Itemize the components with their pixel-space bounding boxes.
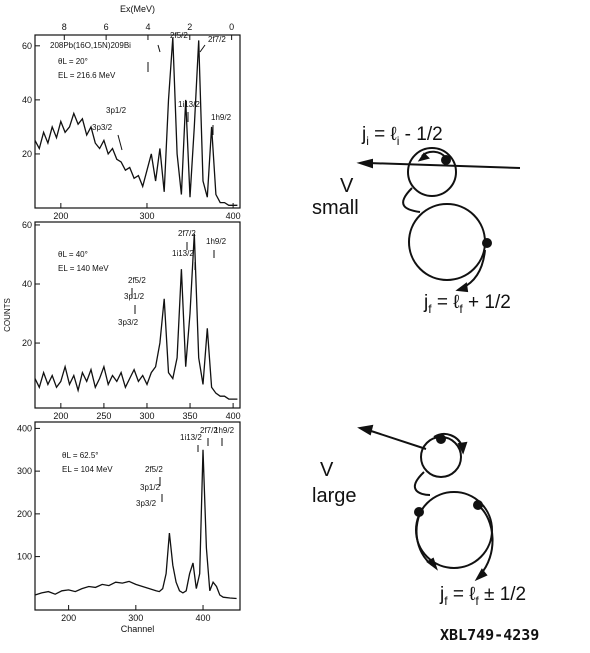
eq-part: j: [361, 124, 366, 145]
label: small: [312, 197, 359, 219]
x-tick-label: 300: [139, 411, 154, 421]
equation: jf = ℓf + 1/2: [423, 292, 511, 316]
annotation: EL = 140 MeV: [58, 264, 109, 273]
x-tick-label: 250: [96, 411, 111, 421]
eq-part: ± 1/2: [479, 584, 526, 605]
eq-part: j: [439, 584, 444, 605]
y-tick-label: 20: [22, 338, 32, 348]
x-tick-label: 400: [226, 211, 241, 221]
x2-tick-label: 4: [145, 22, 150, 32]
y-tick-label: 20: [22, 149, 32, 159]
eq-part: = ℓ: [369, 124, 397, 145]
x-tick-label: 350: [183, 411, 198, 421]
x-tick-label: 200: [61, 613, 76, 623]
eq-part: i: [397, 134, 400, 148]
annotation: EL = 104 MeV: [62, 465, 113, 474]
plot-frame: [34, 221, 241, 409]
annotation: 1h9/2: [211, 113, 232, 122]
x2-tick-label: 6: [104, 22, 109, 32]
annotation: 3p1/2: [124, 292, 145, 301]
eq-part: f: [428, 302, 432, 316]
eq-part: f: [444, 594, 448, 608]
x-axis-label: Channel: [121, 624, 155, 634]
annotation: 1i13/2: [180, 433, 202, 442]
annotation: 3p1/2: [140, 483, 161, 492]
y-axis-label: COUNTS: [3, 298, 12, 332]
annotation: θL = 20°: [58, 57, 88, 66]
annotation: 2f7/2: [208, 35, 226, 44]
y-tick-label: 40: [22, 279, 32, 289]
y-tick-label: 100: [17, 552, 32, 562]
annotation: 3p3/2: [92, 123, 113, 132]
annotation: 2f5/2: [128, 276, 146, 285]
x-tick-label: 300: [139, 211, 154, 221]
x2-tick-label: 2: [187, 22, 192, 32]
plot-frame: [34, 34, 241, 209]
x2-tick-label: 8: [62, 22, 67, 32]
annotation: 208Pb(16O,15N)209Bi: [50, 41, 131, 50]
x-tick-label: 200: [53, 211, 68, 221]
annotation: 2f5/2: [145, 465, 163, 474]
annotation: 1h9/2: [206, 237, 227, 246]
spectrum-line: [34, 37, 238, 206]
eq-part: - 1/2: [399, 124, 442, 145]
x-tick-label: 400: [196, 613, 211, 623]
annotation: 3p1/2: [106, 106, 127, 115]
diagram-shapes: [356, 147, 521, 582]
x-tick-label: 200: [53, 411, 68, 421]
annotation: θL = 62.5°: [62, 451, 99, 460]
eq-part: j: [423, 292, 428, 313]
label: large: [312, 485, 356, 507]
eq-part: + 1/2: [463, 292, 511, 313]
spectrum-line: [34, 233, 238, 400]
eq-part: = ℓ: [448, 584, 476, 605]
x2-axis-label: Ex(MeV): [120, 4, 155, 14]
eq-part: = ℓ: [432, 292, 460, 313]
x-tick-label: 400: [226, 411, 241, 421]
eq-part: f: [475, 594, 479, 608]
annotation: 1h9/2: [214, 426, 235, 435]
x2-tick-label: 0: [229, 22, 234, 32]
y-tick-label: 300: [17, 466, 32, 476]
label: V: [320, 459, 334, 481]
label: V: [340, 175, 354, 197]
annotation: 1i13/2: [172, 249, 194, 258]
y-tick-label: 200: [17, 509, 32, 519]
equation: jf = ℓf ± 1/2: [439, 584, 526, 608]
y-tick-label: 60: [22, 220, 32, 230]
y-tick-label: 60: [22, 41, 32, 51]
y-tick-label: 400: [17, 423, 32, 433]
annotation: EL = 216.6 MeV: [58, 71, 116, 80]
eq-part: f: [459, 302, 463, 316]
annotation: 1i13/2: [178, 100, 200, 109]
spectrum-line: [34, 449, 237, 600]
annotation: 2f7/2: [178, 229, 196, 238]
equation: ji = ℓi - 1/2: [361, 124, 443, 148]
plot-frame: [34, 421, 241, 611]
diagram-labels: ji = ℓi - 1/2 V small jf = ℓf + 1/2 V la…: [312, 124, 539, 644]
eq-part: i: [366, 134, 369, 148]
annotation: 3p3/2: [118, 318, 139, 327]
annotations: 208Pb(16O,15N)209Bi θL = 20° EL = 216.6 …: [50, 31, 235, 508]
y-tick-label: 40: [22, 95, 32, 105]
x-tick-label: 300: [128, 613, 143, 623]
annotation: 3p3/2: [136, 499, 157, 508]
figure-id: XBL749-4239: [440, 626, 539, 644]
annotation: θL = 40°: [58, 250, 88, 259]
annotation: 2f7/2: [200, 426, 218, 435]
